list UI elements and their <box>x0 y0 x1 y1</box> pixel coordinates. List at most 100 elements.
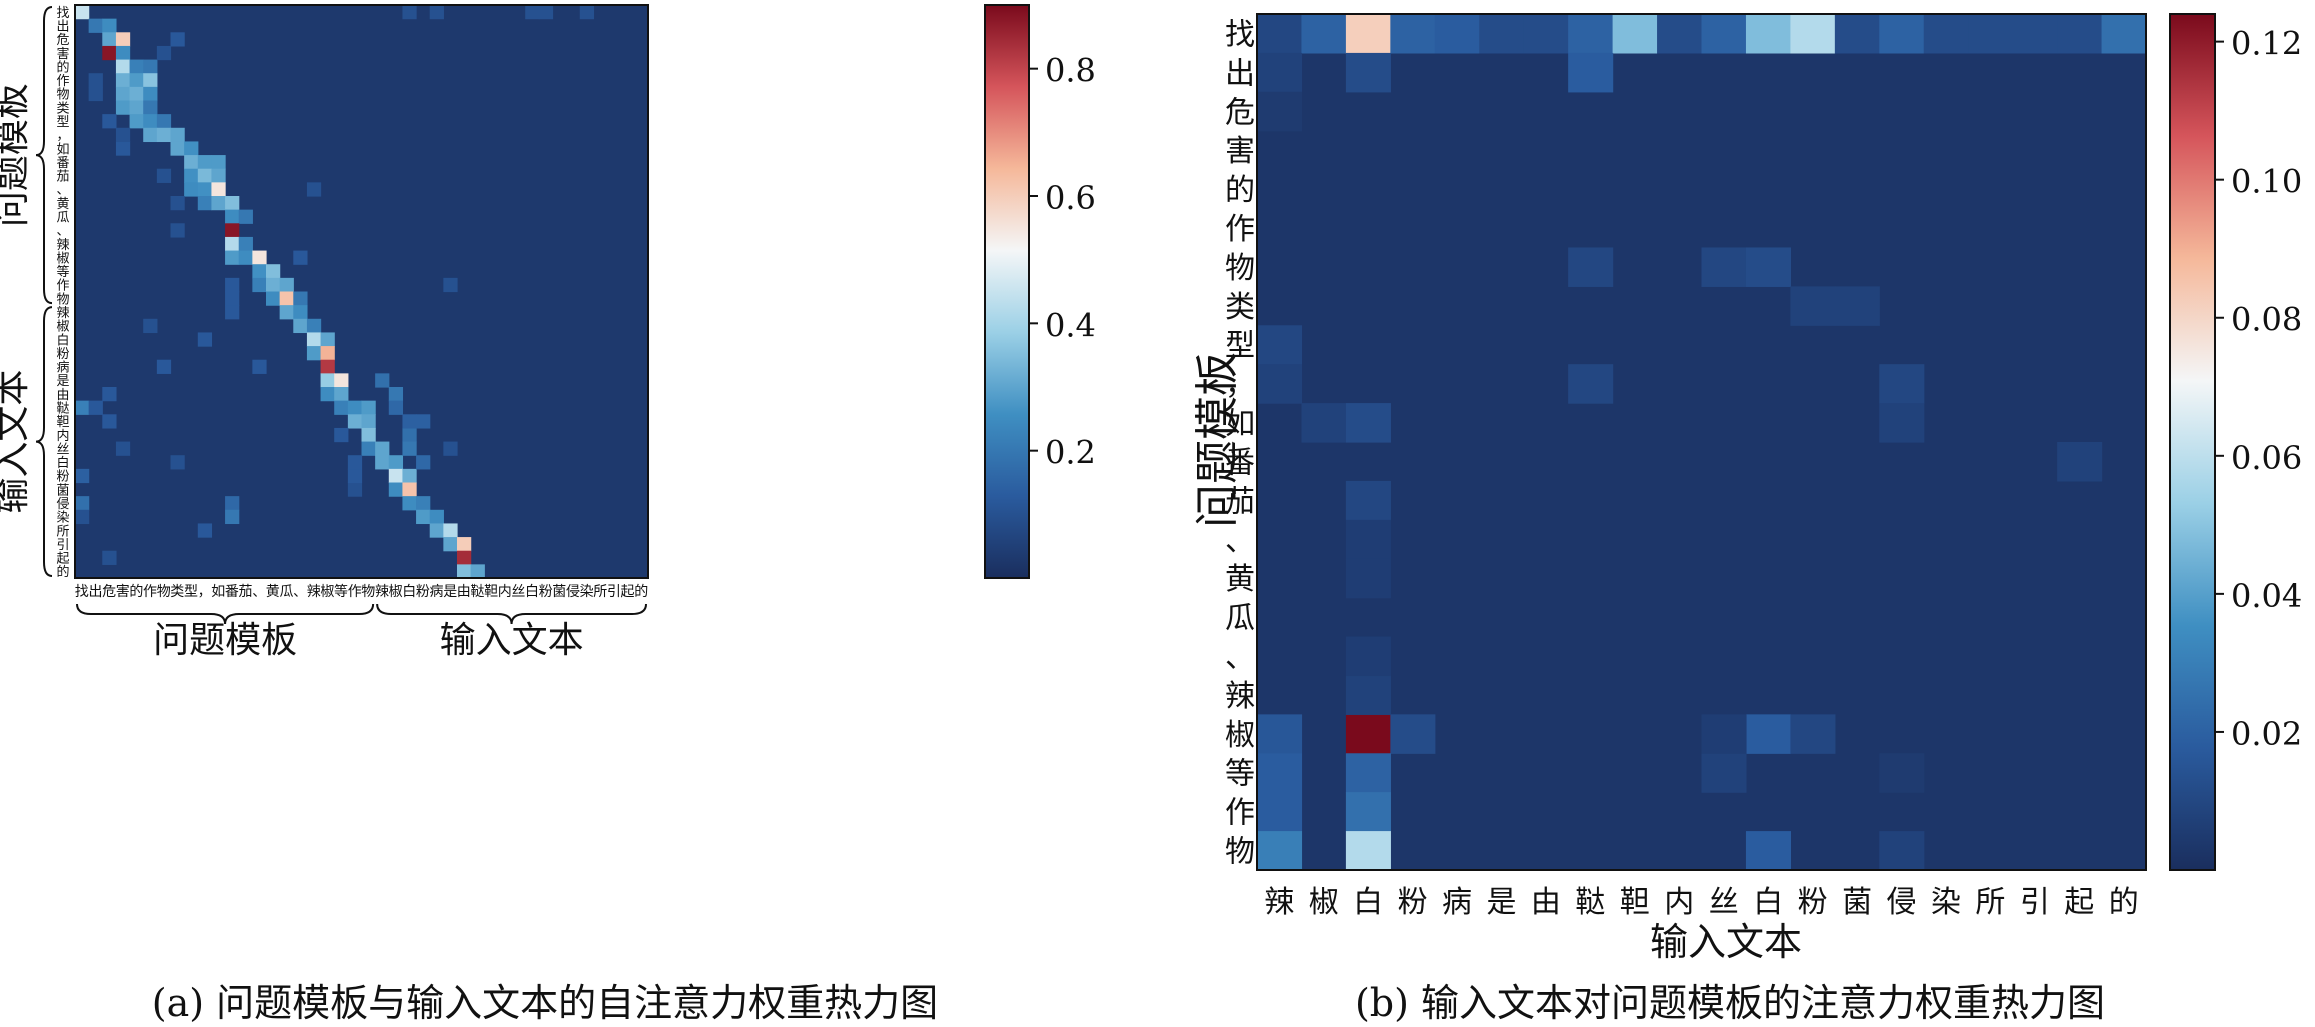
heatmap-cell <box>1345 52 1391 93</box>
heatmap-cell <box>1257 753 1303 793</box>
y-tick-label: 出 <box>1225 56 1255 91</box>
y-tick-label: 物 <box>56 88 69 103</box>
heatmap-cell <box>225 223 240 238</box>
heatmap-cell <box>1523 14 1569 54</box>
y-tick-label: 番 <box>56 156 69 171</box>
heatmap-cell <box>1257 325 1303 365</box>
x-tick-label: 椒 <box>389 584 403 600</box>
heatmap-cell <box>402 496 417 511</box>
y-tick-label: 番 <box>1225 446 1255 481</box>
heatmap-b-cells <box>1257 14 2147 871</box>
heatmap-cell <box>197 182 213 197</box>
heatmap-cell <box>211 168 226 183</box>
y-tick-label: 类 <box>56 101 69 116</box>
heatmap-cell <box>225 509 240 525</box>
heatmap-cell <box>115 441 131 456</box>
y-tick-label: 起 <box>56 552 69 567</box>
heatmap-cell <box>1701 14 1747 54</box>
heatmap-cell <box>375 455 390 470</box>
heatmap-cell <box>443 523 458 538</box>
heatmap-cell <box>88 73 103 88</box>
x-tick-label: 丝 <box>1709 885 1739 920</box>
y-tick-label: 找 <box>1225 18 1255 53</box>
heatmap-cell <box>252 264 267 279</box>
heatmap-a-cells <box>75 5 648 579</box>
heatmap-cell <box>225 277 240 293</box>
x-tick-label: 型 <box>184 584 198 600</box>
heatmap-cell <box>143 59 158 74</box>
x-tick-label: 菌 <box>552 584 566 600</box>
x-tick-label: 由 <box>1531 885 1561 920</box>
heatmap-cell <box>1301 14 1347 54</box>
heatmap-cell <box>293 318 308 334</box>
heatmap-cell <box>457 537 472 552</box>
heatmap-cell <box>2057 442 2103 482</box>
colorbar-tick-label: 0.12 <box>2231 25 2302 63</box>
x-tick-label: 黄 <box>266 583 280 600</box>
heatmap-cell <box>1257 831 1303 871</box>
heatmap-cell <box>115 59 131 74</box>
heatmap-cell <box>88 400 103 415</box>
y-tick-label: ， <box>1225 368 1255 403</box>
heatmap-cell <box>388 455 404 470</box>
x-tick-label: 等 <box>334 583 348 600</box>
heatmap-cell <box>306 318 322 334</box>
colorbar-tick-label: 0.4 <box>1045 306 1096 344</box>
y-tick-label: 白 <box>56 455 69 471</box>
heatmap-cell <box>1345 480 1391 521</box>
heatmap-cell <box>143 100 158 115</box>
x-tick-label: 粉 <box>539 584 553 600</box>
heatmap-cell <box>402 468 417 484</box>
y-tick-label: 茄 <box>1225 484 1255 519</box>
x-tick-label: 类 <box>170 584 184 600</box>
y-tick-label: 物 <box>1225 835 1255 870</box>
heatmap-cell <box>211 155 226 170</box>
y-tick-label: 害 <box>56 46 69 62</box>
y-tick-label: 型 <box>56 115 69 130</box>
heatmap-cell <box>102 18 117 33</box>
heatmap-cell <box>1345 753 1391 793</box>
x-tick-label: 粉 <box>416 584 430 600</box>
heatmap-cell <box>184 168 199 183</box>
x-tick-label: 鞑 <box>1575 885 1605 920</box>
heatmap-cell <box>402 441 417 456</box>
x-tick-label: 辣 <box>375 584 389 600</box>
heatmap-cell <box>75 5 90 20</box>
y-tick-label: 染 <box>56 511 69 526</box>
heatmap-cell <box>443 537 458 552</box>
heatmap-cell <box>184 182 199 197</box>
heatmap-cell <box>1879 753 1925 793</box>
heatmap-cell <box>225 196 240 211</box>
colorbar-tick-label: 0.10 <box>2231 163 2302 201</box>
heatmap-cell <box>1745 714 1791 754</box>
y-tick-label: 椒 <box>56 320 69 335</box>
heatmap-cell <box>1790 14 1836 54</box>
vertical-brace <box>35 6 53 305</box>
heatmap-cell <box>115 32 131 47</box>
heatmap-cell <box>402 427 417 443</box>
heatmap-cell <box>1345 558 1391 599</box>
heatmap-a-frame <box>74 4 649 579</box>
heatmap-cell <box>75 400 90 415</box>
y-tick-label: 椒 <box>56 251 69 266</box>
x-tick-label: 粉 <box>1798 885 1828 920</box>
heatmap-cell <box>443 277 458 293</box>
heatmap-cell <box>238 250 253 265</box>
heatmap-cell <box>1257 52 1303 93</box>
heatmap-cell <box>1745 14 1791 54</box>
y-tick-label: 危 <box>56 33 69 48</box>
y-tick-label: 类 <box>1225 290 1255 325</box>
y-tick-label: 丝 <box>56 442 69 457</box>
x-tick-label: 起 <box>2064 885 2094 920</box>
y-tick-label: 粉 <box>56 347 69 362</box>
x-tick-label: ， <box>198 584 212 600</box>
colorbar-tick-label: 0.8 <box>1045 52 1096 90</box>
heatmap-cell <box>88 86 103 102</box>
heatmap-cell <box>293 305 308 320</box>
x-tick-label: 物 <box>361 584 375 600</box>
y-tick-label: 侵 <box>56 496 69 512</box>
heatmap-cell <box>279 291 294 306</box>
heatmap-cell <box>334 427 349 443</box>
colorbar-tick-label: 0.02 <box>2231 715 2302 753</box>
